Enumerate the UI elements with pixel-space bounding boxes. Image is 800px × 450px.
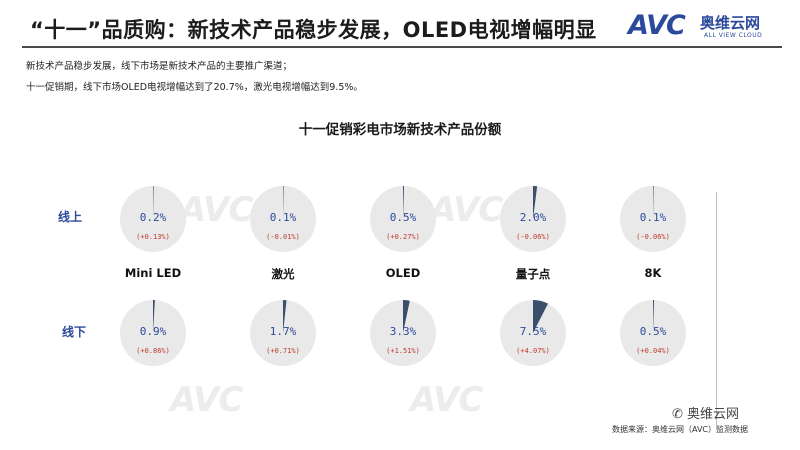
pie-change-label: (+0.86%): [136, 347, 170, 355]
wechat-icon: ✆: [672, 407, 688, 422]
category-label: 量子点: [515, 267, 551, 281]
pie-chart: 0.1% (-0.01%): [248, 184, 318, 254]
pie-value-label: 2.0%: [519, 211, 547, 224]
wechat-label: 奥维云网: [687, 407, 740, 422]
category-label: Mini LED: [124, 266, 182, 280]
watermark-3: AVC: [170, 380, 243, 420]
pie-svg: [250, 186, 316, 252]
pie-value-label: 0.1%: [639, 211, 667, 224]
category-label: OLED: [385, 266, 421, 280]
pie-chart: 0.5% (+0.04%): [618, 298, 688, 368]
note-line-1: 新技术产品稳步发展，线下市场是新技术产品的主要推广渠道；: [26, 61, 293, 72]
pie-share-slice: [153, 299, 155, 333]
pie-change-label: (-0.06%): [636, 233, 670, 241]
vertical-divider: [716, 192, 717, 430]
logo-en-text: ALL VIEW CLOUD: [704, 32, 763, 39]
pie-share-slice: [283, 300, 287, 333]
pie-share-slice: [403, 300, 410, 333]
pie-chart: 2.0% (-0.06%): [498, 184, 568, 254]
pie-chart: 0.1% (-0.06%): [618, 184, 688, 254]
pie-svg: [250, 300, 316, 366]
pie-value-label: 7.5%: [519, 325, 547, 338]
pie-change-label: (-0.01%): [266, 233, 300, 241]
pie-chart: 1.7% (+0.71%): [248, 298, 318, 368]
pie-chart: 7.5% (+4.07%): [498, 298, 568, 368]
pie-change-label: (+0.13%): [136, 233, 170, 241]
pie-change-label: (+0.04%): [636, 347, 670, 355]
pie-chart: 0.9% (+0.86%): [118, 298, 188, 368]
pie-svg: [370, 300, 436, 366]
wechat-account: ✆ 奥维云网: [672, 403, 739, 422]
pie-chart: 0.2% (+0.13%): [118, 184, 188, 254]
pie-svg: [620, 186, 686, 252]
pie-svg: [620, 300, 686, 366]
data-source: 数据来源：奥维云网（AVC）监测数据: [612, 425, 749, 434]
chart-title: 十一促销彩电市场新技术产品份额: [298, 122, 502, 138]
pie-svg: [120, 299, 186, 366]
pie-value-label: 0.1%: [269, 211, 297, 224]
pie-share-slice: [403, 186, 405, 219]
pie-value-label: 0.9%: [139, 325, 167, 338]
row-label-offline: 线下: [62, 325, 87, 339]
pie-change-label: (+0.71%): [266, 347, 300, 355]
pie-value-label: 3.3%: [389, 325, 417, 338]
category-label: 激光: [271, 267, 295, 281]
pie-chart: 3.3% (+1.51%): [368, 298, 438, 368]
pie-share-slice: [153, 186, 154, 219]
header-divider: [22, 46, 782, 48]
watermark-1: AVC: [180, 190, 253, 230]
pie-share-slice: [283, 186, 284, 219]
pie-share-slice: [533, 300, 548, 333]
pie-share-slice: [653, 186, 654, 219]
pie-change-label: (+1.51%): [386, 347, 420, 355]
pie-chart: 0.5% (+0.27%): [368, 184, 438, 254]
watermark-4: AVC: [410, 380, 483, 420]
category-label: 8K: [644, 266, 662, 280]
avc-logo: AVC 奥维云网 ALL VIEW CLOUD: [628, 10, 778, 46]
pie-change-label: (+4.07%): [516, 347, 550, 355]
pie-change-label: (+0.27%): [386, 233, 420, 241]
logo-mark: AVC: [628, 10, 686, 41]
pie-svg: [500, 186, 566, 252]
pie-value-label: 0.5%: [389, 211, 417, 224]
pie-share-slice: [533, 186, 538, 219]
note-line-2: 十一促销期，线下市场OLED电视增幅达到了20.7%，激光电视增幅达到9.5%。: [26, 82, 363, 93]
pie-svg: [500, 300, 566, 366]
pie-change-label: (-0.06%): [516, 233, 550, 241]
logo-cn-text: 奥维云网: [700, 14, 761, 32]
row-label-online: 线上: [58, 210, 83, 224]
page-title: “十一”品质购：新技术产品稳步发展，OLED电视增幅明显: [30, 18, 597, 42]
pie-share-slice: [653, 300, 655, 333]
pie-value-label: 0.5%: [639, 325, 667, 338]
pie-value-label: 0.2%: [139, 211, 167, 224]
pie-svg: [370, 186, 436, 252]
pie-svg: [120, 186, 186, 252]
pie-value-label: 1.7%: [269, 325, 297, 338]
watermark-2: AVC: [430, 190, 503, 230]
